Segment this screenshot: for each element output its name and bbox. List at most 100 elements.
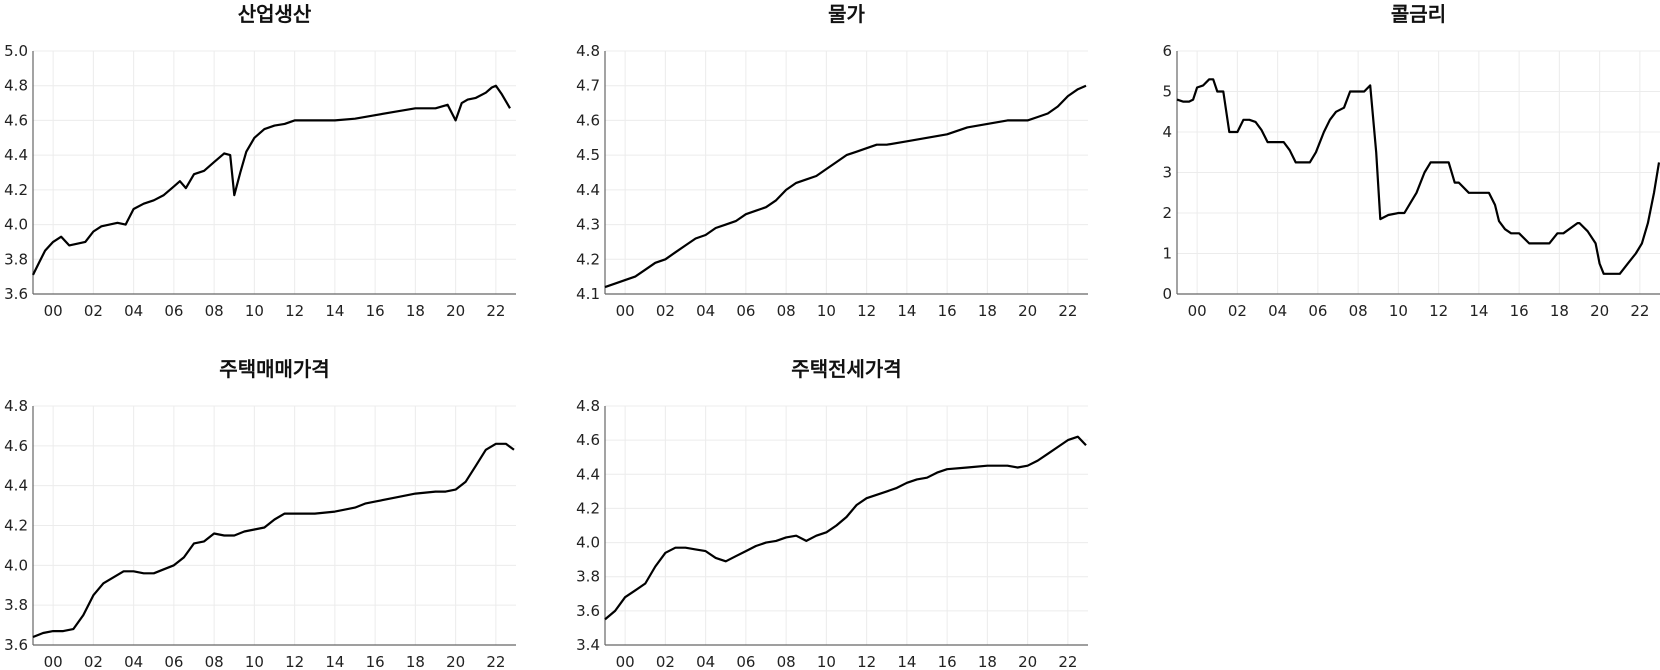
x-tick-label: 22 bbox=[486, 302, 505, 320]
x-tick-label: 00 bbox=[1188, 302, 1207, 320]
y-tick-label: 4.0 bbox=[4, 556, 28, 574]
x-tick-label: 20 bbox=[1018, 653, 1037, 670]
x-tick-label: 14 bbox=[1469, 302, 1488, 320]
y-tick-label: 4.8 bbox=[576, 397, 600, 415]
x-tick-label: 00 bbox=[44, 653, 63, 670]
y-tick-label: 2 bbox=[1162, 204, 1172, 222]
x-tick-label: 16 bbox=[366, 653, 385, 670]
y-tick-label: 3.8 bbox=[576, 568, 600, 586]
y-tick-label: 4.6 bbox=[4, 111, 28, 129]
x-tick-label: 16 bbox=[938, 653, 957, 670]
chart-title: 산업생산 bbox=[238, 2, 312, 26]
x-tick-label: 16 bbox=[938, 302, 957, 320]
y-tick-label: 6 bbox=[1162, 42, 1172, 60]
x-tick-label: 04 bbox=[124, 302, 143, 320]
y-tick-label: 3.6 bbox=[576, 602, 600, 620]
x-tick-label: 12 bbox=[285, 653, 304, 670]
x-tick-label: 06 bbox=[736, 653, 755, 670]
y-tick-label: 3 bbox=[1162, 164, 1172, 182]
y-tick-label: 3.6 bbox=[4, 636, 28, 654]
y-tick-label: 4.0 bbox=[576, 534, 600, 552]
x-tick-label: 22 bbox=[1058, 302, 1077, 320]
y-tick-label: 1 bbox=[1162, 245, 1172, 263]
x-tick-label: 08 bbox=[205, 302, 224, 320]
x-tick-label: 06 bbox=[164, 302, 183, 320]
x-tick-label: 18 bbox=[406, 302, 425, 320]
y-tick-label: 4.2 bbox=[4, 181, 28, 199]
x-tick-label: 12 bbox=[857, 302, 876, 320]
x-tick-label: 22 bbox=[1058, 653, 1077, 670]
x-tick-label: 06 bbox=[736, 302, 755, 320]
x-tick-label: 10 bbox=[1389, 302, 1408, 320]
x-tick-label: 04 bbox=[124, 653, 143, 670]
y-tick-label: 4.4 bbox=[4, 146, 28, 164]
x-tick-label: 04 bbox=[1268, 302, 1287, 320]
x-tick-label: 22 bbox=[1630, 302, 1649, 320]
x-tick-label: 02 bbox=[84, 302, 103, 320]
chart-panel-5: 주택전세가격 3.4 3.6 3.8 4.0 4.2 4.4 4.6 4.8 00 02 04 06 08… bbox=[576, 357, 1088, 670]
x-tick-label: 08 bbox=[777, 302, 796, 320]
x-tick-label: 18 bbox=[978, 302, 997, 320]
chart-title: 주택매매가격 bbox=[219, 357, 329, 381]
series-line bbox=[32, 84, 511, 276]
x-tick-label: 02 bbox=[656, 302, 675, 320]
x-tick-label: 08 bbox=[1349, 302, 1368, 320]
y-tick-label: 4.0 bbox=[4, 216, 28, 234]
x-tick-label: 00 bbox=[616, 302, 635, 320]
chart-title: 콜금리 bbox=[1391, 2, 1446, 26]
y-tick-label: 4.2 bbox=[576, 250, 600, 268]
series-line bbox=[604, 84, 1087, 289]
x-tick-label: 14 bbox=[897, 653, 916, 670]
x-tick-label: 10 bbox=[245, 653, 264, 670]
series-line bbox=[604, 435, 1087, 621]
x-tick-label: 12 bbox=[1429, 302, 1448, 320]
x-tick-label: 00 bbox=[616, 653, 635, 670]
x-tick-label: 20 bbox=[1018, 302, 1037, 320]
y-tick-label: 4.2 bbox=[4, 517, 28, 535]
y-tick-label: 5.0 bbox=[4, 42, 28, 60]
x-tick-label: 00 bbox=[44, 302, 63, 320]
y-tick-label: 4.6 bbox=[576, 111, 600, 129]
chart-panel-4: 주택매매가격 3.6 3.8 4.0 4.2 4.4 4.6 4.8 00 02 04 06 08 10 1… bbox=[4, 357, 516, 670]
y-tick-label: 4.2 bbox=[576, 499, 600, 517]
x-tick-label: 14 bbox=[325, 302, 344, 320]
y-tick-label: 3.4 bbox=[576, 636, 600, 654]
y-tick-label: 4.4 bbox=[576, 181, 600, 199]
x-tick-label: 02 bbox=[1228, 302, 1247, 320]
y-tick-label: 4.3 bbox=[576, 216, 600, 234]
y-tick-label: 4.6 bbox=[4, 437, 28, 455]
x-tick-label: 20 bbox=[1590, 302, 1609, 320]
series-line bbox=[32, 442, 515, 639]
y-tick-label: 0 bbox=[1162, 285, 1172, 303]
chart-panel-1: 산업생산 3.6 3.8 4.0 4.2 4.4 4.6 4.8 5.0 00 02 04 06 08 10… bbox=[4, 2, 516, 320]
x-tick-label: 20 bbox=[446, 653, 465, 670]
y-tick-label: 4.8 bbox=[4, 77, 28, 95]
x-tick-label: 16 bbox=[1510, 302, 1529, 320]
x-tick-label: 12 bbox=[857, 653, 876, 670]
x-tick-label: 18 bbox=[406, 653, 425, 670]
chart-panel-2: 물가 4.1 4.2 4.3 4.4 4.5 4.6 4.7 4.8 00 02 04 06 08 10 12… bbox=[576, 2, 1088, 320]
x-tick-label: 06 bbox=[1308, 302, 1327, 320]
y-tick-label: 3.8 bbox=[4, 250, 28, 268]
x-tick-label: 14 bbox=[325, 653, 344, 670]
chart-title: 물가 bbox=[828, 2, 865, 26]
x-tick-label: 22 bbox=[486, 653, 505, 670]
x-tick-label: 08 bbox=[777, 653, 796, 670]
y-tick-label: 4.8 bbox=[4, 397, 28, 415]
y-tick-label: 4.8 bbox=[576, 42, 600, 60]
y-tick-label: 4.5 bbox=[576, 146, 600, 164]
x-tick-label: 10 bbox=[817, 653, 836, 670]
x-tick-label: 04 bbox=[696, 653, 715, 670]
y-tick-label: 4.1 bbox=[576, 285, 600, 303]
x-tick-label: 18 bbox=[1550, 302, 1569, 320]
x-tick-label: 04 bbox=[696, 302, 715, 320]
y-tick-label: 4.6 bbox=[576, 431, 600, 449]
x-tick-label: 12 bbox=[285, 302, 304, 320]
y-tick-label: 4.4 bbox=[576, 465, 600, 483]
y-tick-label: 4 bbox=[1162, 123, 1172, 141]
chart-title: 주택전세가격 bbox=[791, 357, 901, 381]
x-tick-label: 10 bbox=[817, 302, 836, 320]
series-line bbox=[1176, 78, 1660, 275]
